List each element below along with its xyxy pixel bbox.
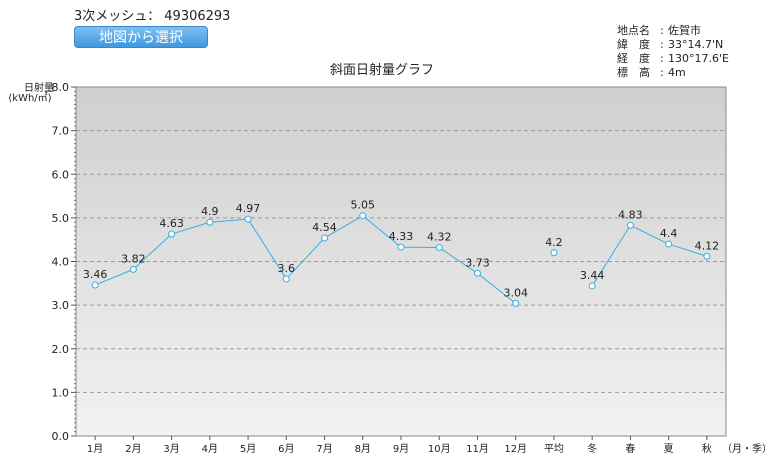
x-tick-label: 9月 [393, 443, 409, 455]
data-point [435, 244, 443, 252]
y-axis-unit: (kWh/㎡) [8, 92, 51, 104]
y-tick-label: 6.0 [52, 168, 70, 181]
data-point [665, 240, 673, 248]
data-point [91, 281, 99, 289]
data-point [244, 215, 252, 223]
y-tick-label: 3.0 [52, 299, 70, 312]
y-tick-label: 2.0 [52, 343, 70, 356]
data-point [282, 275, 290, 283]
data-point [473, 269, 481, 277]
location-value: 佐賀市 [668, 24, 701, 37]
data-label: 4.83 [618, 208, 643, 221]
data-label: 5.05 [351, 199, 376, 212]
data-point [129, 265, 137, 273]
location-info: 地点名: 佐賀市 緯 度:33°14.7'N 経 度:130°17.6'E 標 高… [617, 24, 729, 80]
data-point [550, 249, 558, 257]
location-key: 標 高 [617, 66, 650, 79]
data-point [588, 282, 596, 290]
location-row: 標 高:4m [617, 66, 729, 80]
location-row: 地点名: 佐賀市 [617, 24, 729, 38]
y-tick-label: 5.0 [52, 212, 70, 225]
location-row: 経 度:130°17.6'E [617, 52, 729, 66]
data-point [359, 212, 367, 220]
data-label: 4.2 [545, 236, 563, 249]
series-line [94, 215, 517, 304]
data-label: 4.97 [236, 202, 261, 215]
data-label: 3.6 [278, 262, 296, 275]
location-key: 地点名 [617, 24, 650, 37]
mesh-number: 49306293 [164, 9, 231, 24]
x-tick-label: 7月 [316, 443, 332, 455]
location-colon: : [660, 66, 664, 79]
data-point [397, 243, 405, 251]
location-colon: : [660, 24, 664, 37]
data-label: 3.44 [580, 269, 605, 282]
x-tick-label: 6月 [278, 443, 294, 455]
x-tick-label: 10月 [428, 443, 451, 455]
location-value: 4m [668, 66, 686, 79]
x-tick-label: 11月 [466, 443, 489, 455]
y-tick-label: 4.0 [52, 256, 70, 269]
data-label: 3.82 [121, 252, 146, 265]
x-tick-label: 12月 [504, 443, 527, 455]
x-tick-label: 春 [625, 443, 635, 455]
chart-title: 斜面日射量グラフ [330, 62, 434, 78]
data-label: 4.9 [201, 205, 219, 218]
y-axis-label: 日射量 [24, 82, 54, 94]
y-tick-label: 8.0 [52, 81, 70, 94]
series-line [591, 224, 708, 287]
data-label: 4.63 [159, 217, 184, 230]
data-label: 4.54 [312, 221, 337, 234]
location-value: 130°17.6'E [668, 52, 729, 65]
x-tick-label: 平均 [544, 443, 564, 455]
x-tick-label: 1月 [87, 443, 103, 455]
select-from-map-button[interactable]: 地図から選択 [74, 26, 208, 48]
data-point [168, 230, 176, 238]
x-tick-label: 5月 [240, 443, 256, 455]
location-value: 33°14.7'N [668, 38, 724, 51]
location-key: 経 度 [617, 52, 650, 65]
x-tick-label: 夏 [664, 443, 674, 455]
data-point [512, 299, 520, 307]
data-label: 4.12 [695, 239, 720, 252]
mesh-info: 3次メッシュ： 49306293 [74, 5, 230, 24]
data-point [703, 252, 711, 260]
data-label: 4.32 [427, 231, 452, 244]
x-tick-label: 冬 [587, 442, 597, 455]
data-point [206, 218, 214, 226]
x-tick-label: 8月 [355, 443, 371, 455]
data-label: 4.33 [389, 230, 414, 243]
data-point [321, 234, 329, 242]
location-colon: : [660, 38, 664, 51]
mesh-label: 3次メッシュ： [74, 9, 161, 24]
x-tick-label: 4月 [202, 443, 218, 455]
data-label: 3.73 [465, 256, 490, 269]
data-label: 3.46 [83, 268, 108, 281]
y-tick-label: 0.0 [52, 430, 70, 443]
y-tick-label: 1.0 [52, 386, 70, 399]
x-tick-label: 秋 [702, 442, 712, 455]
location-key: 緯 度 [617, 38, 650, 51]
x-tick-label: 2月 [125, 443, 141, 455]
x-tick-label: 3月 [163, 443, 179, 455]
data-label: 4.4 [660, 227, 678, 240]
data-label: 3.04 [503, 286, 528, 299]
y-tick-label: 7.0 [52, 125, 70, 138]
data-point [626, 221, 634, 229]
location-row: 緯 度:33°14.7'N [617, 38, 729, 52]
location-colon: : [660, 52, 664, 65]
x-axis-label: （月・季） [722, 443, 765, 455]
